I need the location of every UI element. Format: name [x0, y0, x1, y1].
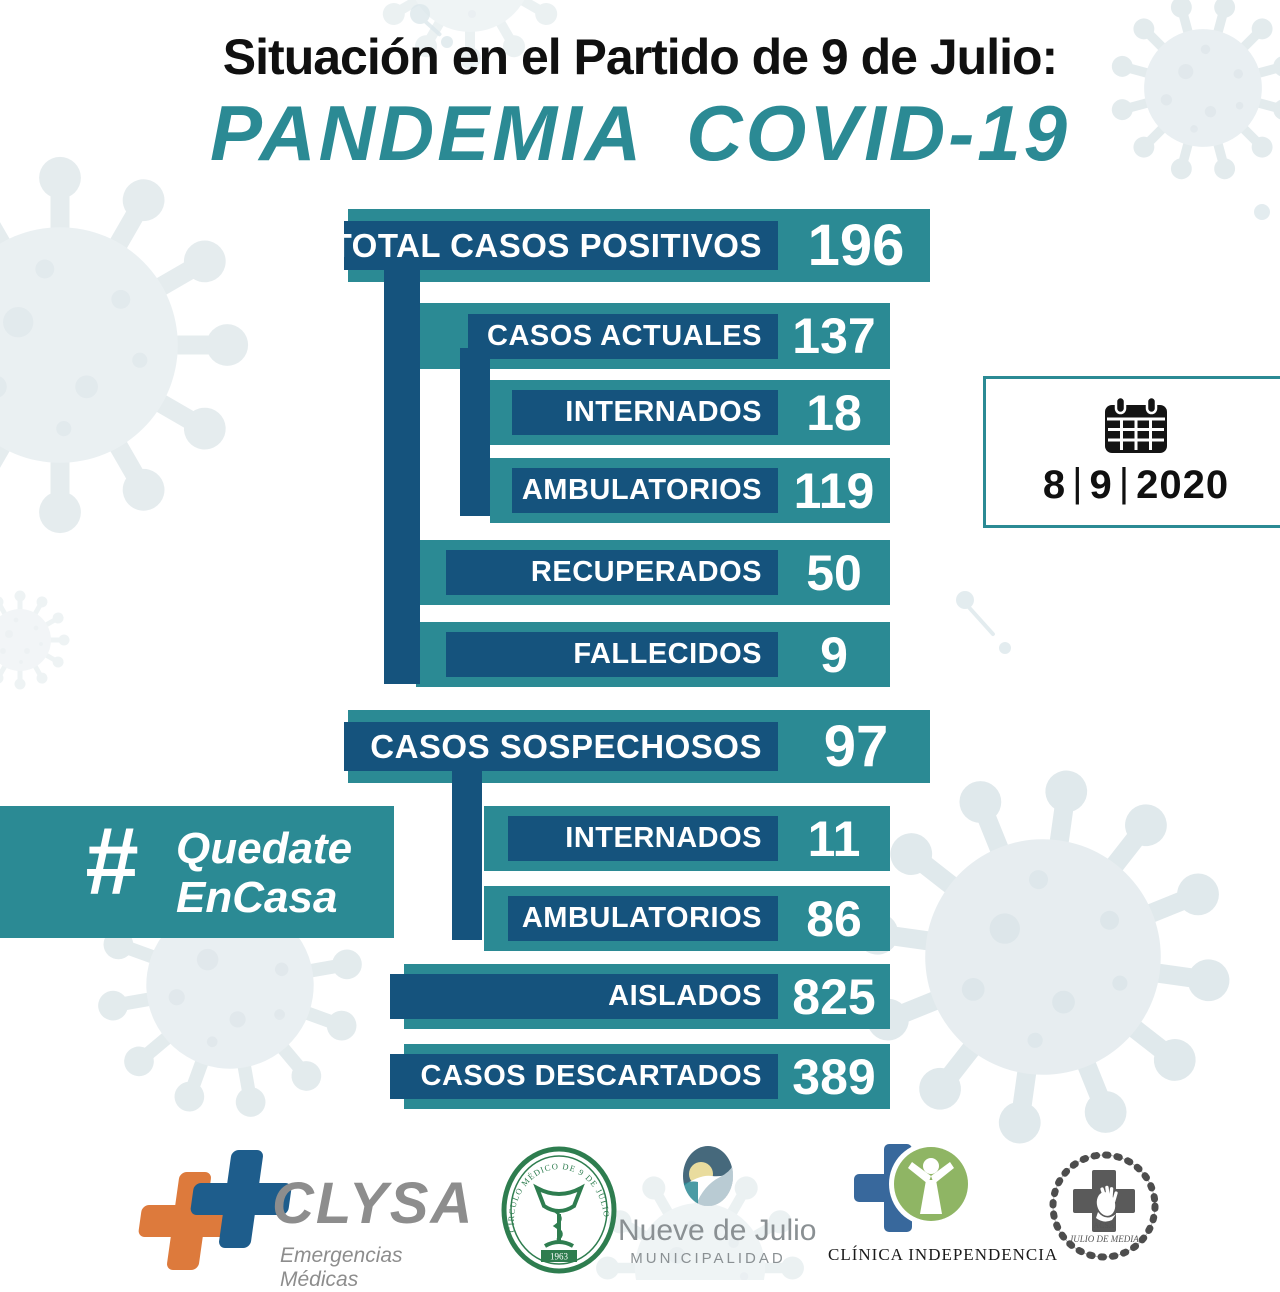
stat-value-sospechosos: 97: [823, 714, 889, 779]
municipalidad-icon: [683, 1146, 733, 1206]
date-text: 8 | 9 | 2020: [1042, 460, 1230, 508]
circulo-medico-seal-icon: CÍRCULO MÉDICO DE 9 DE JULIO 1963: [501, 1146, 617, 1274]
hashtag-icon: #: [84, 808, 138, 915]
hashtag-line-2: EnCasa: [176, 873, 338, 923]
stat-label-internados-sospechosos: INTERNADOS: [508, 816, 778, 861]
municipalidad-subtitle: MUNICIPALIDAD: [630, 1250, 786, 1267]
page-subtitle: PANDEMIA COVID-19: [0, 88, 1280, 179]
stat-label-ambulatorios-sospechosos: AMBULATORIOS: [508, 896, 778, 941]
clinica-independencia-icon: [854, 1142, 973, 1232]
hashtag-line-1: Quedate: [176, 824, 353, 873]
stat-value-internados-sospechosos: 11: [807, 810, 861, 867]
footer-logos: CLYSA Emergencias Médicas CÍRCULO MÉDICO…: [0, 1140, 1280, 1291]
stat-value-internados-actuales: 18: [806, 384, 862, 441]
stat-label-aislados: AISLADOS: [390, 974, 778, 1019]
stamp-text-2: JULIO DE MEDIA: [1069, 1234, 1139, 1244]
stat-value-ambulatorios-actuales: 119: [793, 462, 875, 519]
date-separator: |: [1118, 460, 1131, 505]
subtitle-word-pandemia: PANDEMIA: [210, 89, 645, 177]
subtitle-word-covid19: COVID-19: [686, 89, 1070, 177]
stat-value-ambulatorios-sospechosos: 86: [806, 890, 862, 947]
stat-value-descartados: 389: [792, 1048, 876, 1105]
calendar-icon: [1105, 396, 1167, 453]
clinica-independencia-logo: CLÍNICA INDEPENDENCIA: [828, 1142, 1059, 1265]
stamp-logo: ACSA JULIO DE MEDIA: [1045, 1146, 1163, 1271]
stat-label-recuperados: RECUPERADOS: [446, 550, 778, 595]
connector-line-positivos: [384, 246, 420, 684]
stat-value-recuperados: 50: [806, 544, 862, 601]
stat-value-total-positivos: 196: [807, 213, 905, 278]
clysa-wordmark: CLYSA: [272, 1171, 475, 1236]
date-separator: |: [1072, 460, 1084, 505]
clinica-independencia-name: CLÍNICA INDEPENDENCIA: [828, 1245, 1059, 1264]
stat-label-total-positivos: TOTAL CASOS POSITIVOS: [332, 221, 778, 270]
stamp-text-1: ACSA: [1093, 1221, 1115, 1230]
date-day: 8: [1042, 462, 1067, 507]
stat-label-casos-actuales: CASOS ACTUALES: [468, 314, 778, 359]
municipalidad-logo: Nueve de Julio MUNICIPALIDAD: [618, 1146, 817, 1267]
stat-label-internados-actuales: INTERNADOS: [512, 390, 778, 435]
connector-line-actuales: [460, 348, 490, 516]
page-title: Situación en el Partido de 9 de Julio:: [222, 29, 1058, 85]
date-box: 8 | 9 | 2020: [983, 376, 1280, 528]
stat-label-ambulatorios-actuales: AMBULATORIOS: [512, 468, 778, 513]
hashtag-text: Quedate EnCasa: [176, 824, 352, 923]
stamp-seal-icon: ACSA JULIO DE MEDIA: [1049, 1151, 1159, 1261]
clysa-logo: CLYSA Emergencias Médicas: [130, 1148, 472, 1291]
stat-value-fallecidos: 9: [820, 626, 848, 683]
stat-value-aislados: 825: [792, 968, 876, 1025]
municipalidad-name: Nueve de Julio: [618, 1214, 817, 1247]
stat-label-descartados: CASOS DESCARTADOS: [390, 1054, 778, 1099]
stat-value-casos-actuales: 137: [792, 308, 876, 364]
circulo-medico-year: 1963: [550, 1252, 569, 1262]
date-month: 9: [1089, 462, 1113, 507]
quedate-en-casa-banner: # Quedate EnCasa: [0, 806, 394, 938]
connector-line-sospechosos: [452, 758, 482, 940]
date-year: 2020: [1136, 462, 1230, 507]
circulo-medico-logo: CÍRCULO MÉDICO DE 9 DE JULIO 1963: [500, 1146, 618, 1279]
stat-label-sospechosos: CASOS SOSPECHOSOS: [344, 722, 778, 771]
clysa-subtitle: Emergencias Médicas: [280, 1244, 403, 1291]
stat-label-fallecidos: FALLECIDOS: [446, 632, 778, 677]
